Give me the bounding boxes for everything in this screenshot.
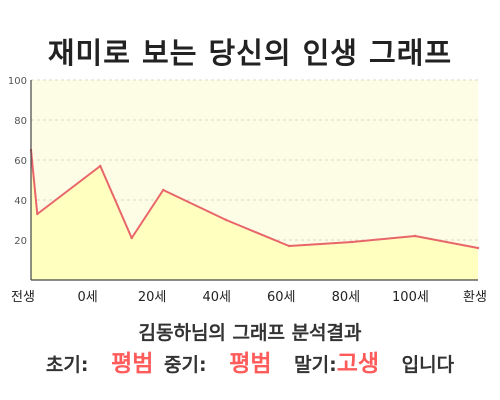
- series-line: [30, 149, 479, 249]
- x-tick-label: 40세: [202, 290, 231, 305]
- data-point: [99, 164, 102, 168]
- data-point: [350, 240, 354, 244]
- y-tick-labels: 20 40 60 80 100: [8, 76, 27, 247]
- x-tick-label: 100세: [392, 290, 429, 305]
- analysis-result: 초기: 평범 중기: 평범 말기:고생 입니다: [0, 344, 500, 378]
- x-tick-label: 80세: [332, 290, 361, 305]
- x-tick-label: 전생: [11, 290, 35, 305]
- ending-text: 입니다: [401, 354, 455, 376]
- y-tick-label: 100: [8, 76, 27, 87]
- y-tick-label: 60: [14, 156, 27, 167]
- late-value: 고생: [336, 351, 380, 377]
- data-point: [476, 246, 480, 250]
- x-tick-labels: 전생 0세 20세 40세 60세 80세 100세 환생: [11, 290, 487, 305]
- late-label: 말기:: [294, 354, 337, 376]
- middle-label: 중기:: [164, 354, 207, 376]
- y-tick-label: 80: [14, 116, 27, 127]
- data-point: [130, 236, 133, 240]
- data-point: [224, 218, 228, 222]
- data-point: [287, 244, 291, 248]
- data-point: [413, 234, 417, 238]
- x-tick-label: 환생: [463, 290, 487, 305]
- data-point: [36, 212, 39, 216]
- middle-value: 평범: [229, 351, 272, 377]
- x-tick-label: 60세: [267, 290, 296, 305]
- early-label: 초기:: [45, 354, 89, 376]
- area-fill: [31, 150, 478, 280]
- data-point: [162, 188, 165, 192]
- x-tick-label: 20세: [138, 290, 167, 305]
- page-title: 재미로 보는 당신의 인생 그래프: [47, 36, 453, 70]
- x-tick-label: 0세: [77, 290, 97, 305]
- analysis-subtitle: 김동하님의 그래프 분석결과: [138, 322, 362, 344]
- y-tick-label: 20: [14, 236, 27, 247]
- early-value: 평범: [111, 351, 154, 377]
- y-tick-label: 40: [14, 196, 27, 207]
